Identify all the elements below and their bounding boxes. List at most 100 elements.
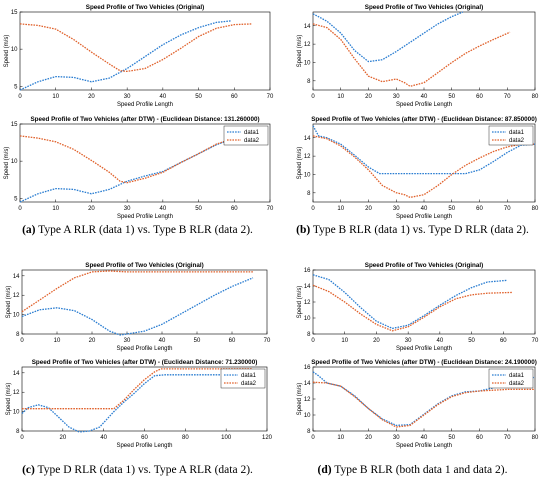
y-axis-label: Speed (m/s) [297,286,303,319]
caption-letter-d: (d) [317,464,332,476]
x-tick-label: 70 [267,94,274,100]
y-axis-label: Speed (m/s) [6,286,12,319]
x-axis-label: Speed Profile Length [116,346,172,352]
x-tick-label: 30 [124,206,131,212]
series-line-data2 [312,381,535,428]
x-tick-label: 20 [89,338,96,344]
caption-text-c: Type D RLR (data 1) vs. Type A RLR (data… [34,464,253,476]
caption-c: (c) Type D RLR (data 1) vs. Type A RLR (… [0,464,275,476]
y-tick-label: 14 [304,136,311,142]
legend-box [488,368,534,389]
y-tick-label: 14 [304,24,311,30]
chart-title: Speed Profile of Two Vehicles (after DTW… [32,359,258,366]
x-tick-label: 80 [182,435,189,441]
x-tick-label: 70 [532,338,539,344]
series-line-data1 [312,274,507,330]
x-tick-label: 60 [476,94,483,100]
chart-3-0: Speed Profile of Two Vehicles (Original)… [297,262,539,352]
x-axis-label: Speed Profile Length [396,443,452,449]
x-axis-label: Speed Profile Length [117,102,173,108]
y-tick-label: 8 [16,429,20,435]
y-tick-label: 8 [307,332,311,338]
y-tick-label: 10 [13,313,20,319]
y-tick-label: 12 [13,390,20,396]
series-line-data1 [21,277,254,336]
x-tick-label: 0 [311,338,315,344]
chart-title: Speed Profile of Two Vehicles (Original) [365,262,484,269]
x-tick-label: 10 [341,338,348,344]
x-axis-label: Speed Profile Length [116,443,172,449]
x-tick-label: 60 [231,206,238,212]
y-tick-label: 14 [13,274,20,280]
x-tick-label: 60 [476,435,483,441]
y-tick-label: 12 [13,293,20,299]
legend-box [220,368,266,389]
y-tick-label: 15 [11,122,18,128]
series-line-data2 [312,135,535,199]
y-tick-label: 5 [14,196,18,202]
legend-label-data1: data1 [241,373,257,379]
chart-2-0: Speed Profile of Two Vehicles (Original)… [6,262,271,352]
x-tick-label: 70 [504,94,511,100]
legend-label-data1: data1 [509,373,525,379]
caption-letter-a: (a) [22,224,36,236]
x-axis-label: Speed Profile Length [117,214,173,220]
x-tick-label: 40 [437,338,444,344]
legend-label-data1: data1 [509,130,525,136]
caption-b: (b) Type B RLR (data 1) vs. Type D RLR (… [275,224,550,236]
x-tick-label: 20 [59,435,66,441]
x-tick-label: 30 [393,206,400,212]
caption-letter-c: (c) [22,464,35,476]
x-tick-label: 70 [267,206,274,212]
x-tick-label: 40 [421,435,428,441]
x-tick-label: 30 [124,338,131,344]
x-tick-label: 0 [18,94,22,100]
x-tick-label: 0 [20,338,24,344]
y-tick-label: 16 [304,268,311,274]
legend-box [488,125,534,146]
y-tick-label: 14 [304,284,311,290]
series-line-data1 [21,374,253,433]
x-tick-label: 10 [337,206,344,212]
x-tick-label: 10 [52,206,59,212]
y-tick-label: 5 [14,84,18,90]
chart-1-0: Speed Profile of Two Vehicles (Original)… [297,4,539,108]
y-tick-label: 10 [11,159,18,165]
chart-2-1: Speed Profile of Two Vehicles (after DTW… [6,359,273,449]
x-tick-label: 50 [448,94,455,100]
series-line-data2 [19,135,253,184]
legend-label-data2: data2 [244,138,260,144]
series-line-data2 [312,284,513,332]
y-axis-label: Speed (m/s) [297,383,303,416]
y-tick-label: 10 [304,316,311,322]
x-tick-label: 80 [532,206,539,212]
plot-area [19,11,271,91]
y-tick-label: 12 [304,154,311,160]
x-tick-label: 30 [124,94,131,100]
caption-text-b: Type B RLR (data 1) vs. Type D RLR (data… [310,224,529,236]
y-tick-label: 10 [304,60,311,66]
y-tick-label: 10 [304,413,311,419]
x-tick-label: 40 [421,206,428,212]
caption-text-d: Type B RLR (both data 1 and data 2). [331,464,508,476]
x-tick-label: 40 [100,435,107,441]
series-line-data2 [21,270,253,313]
series-line-data2 [19,23,253,73]
x-tick-label: 10 [337,435,344,441]
plot-area [312,11,536,91]
x-tick-label: 60 [229,338,236,344]
legend-label-data2: data2 [509,381,525,387]
x-tick-label: 10 [54,338,61,344]
y-tick-label: 10 [304,172,311,178]
caption-text-a: Type A RLR (data 1) vs. Type B RLR (data… [35,224,253,236]
chart-title: Speed Profile of Two Vehicles (after DTW… [311,359,537,366]
x-tick-label: 50 [448,435,455,441]
caption-a: (a) Type A RLR (data 1) vs. Type B RLR (… [0,224,275,236]
x-tick-label: 40 [159,338,166,344]
y-tick-label: 10 [13,410,20,416]
chart-title: Speed Profile of Two Vehicles (Original) [85,262,204,269]
x-tick-label: 20 [365,435,372,441]
caption-d: (d) Type B RLR (both data 1 and data 2). [275,464,550,476]
x-tick-label: 40 [421,94,428,100]
